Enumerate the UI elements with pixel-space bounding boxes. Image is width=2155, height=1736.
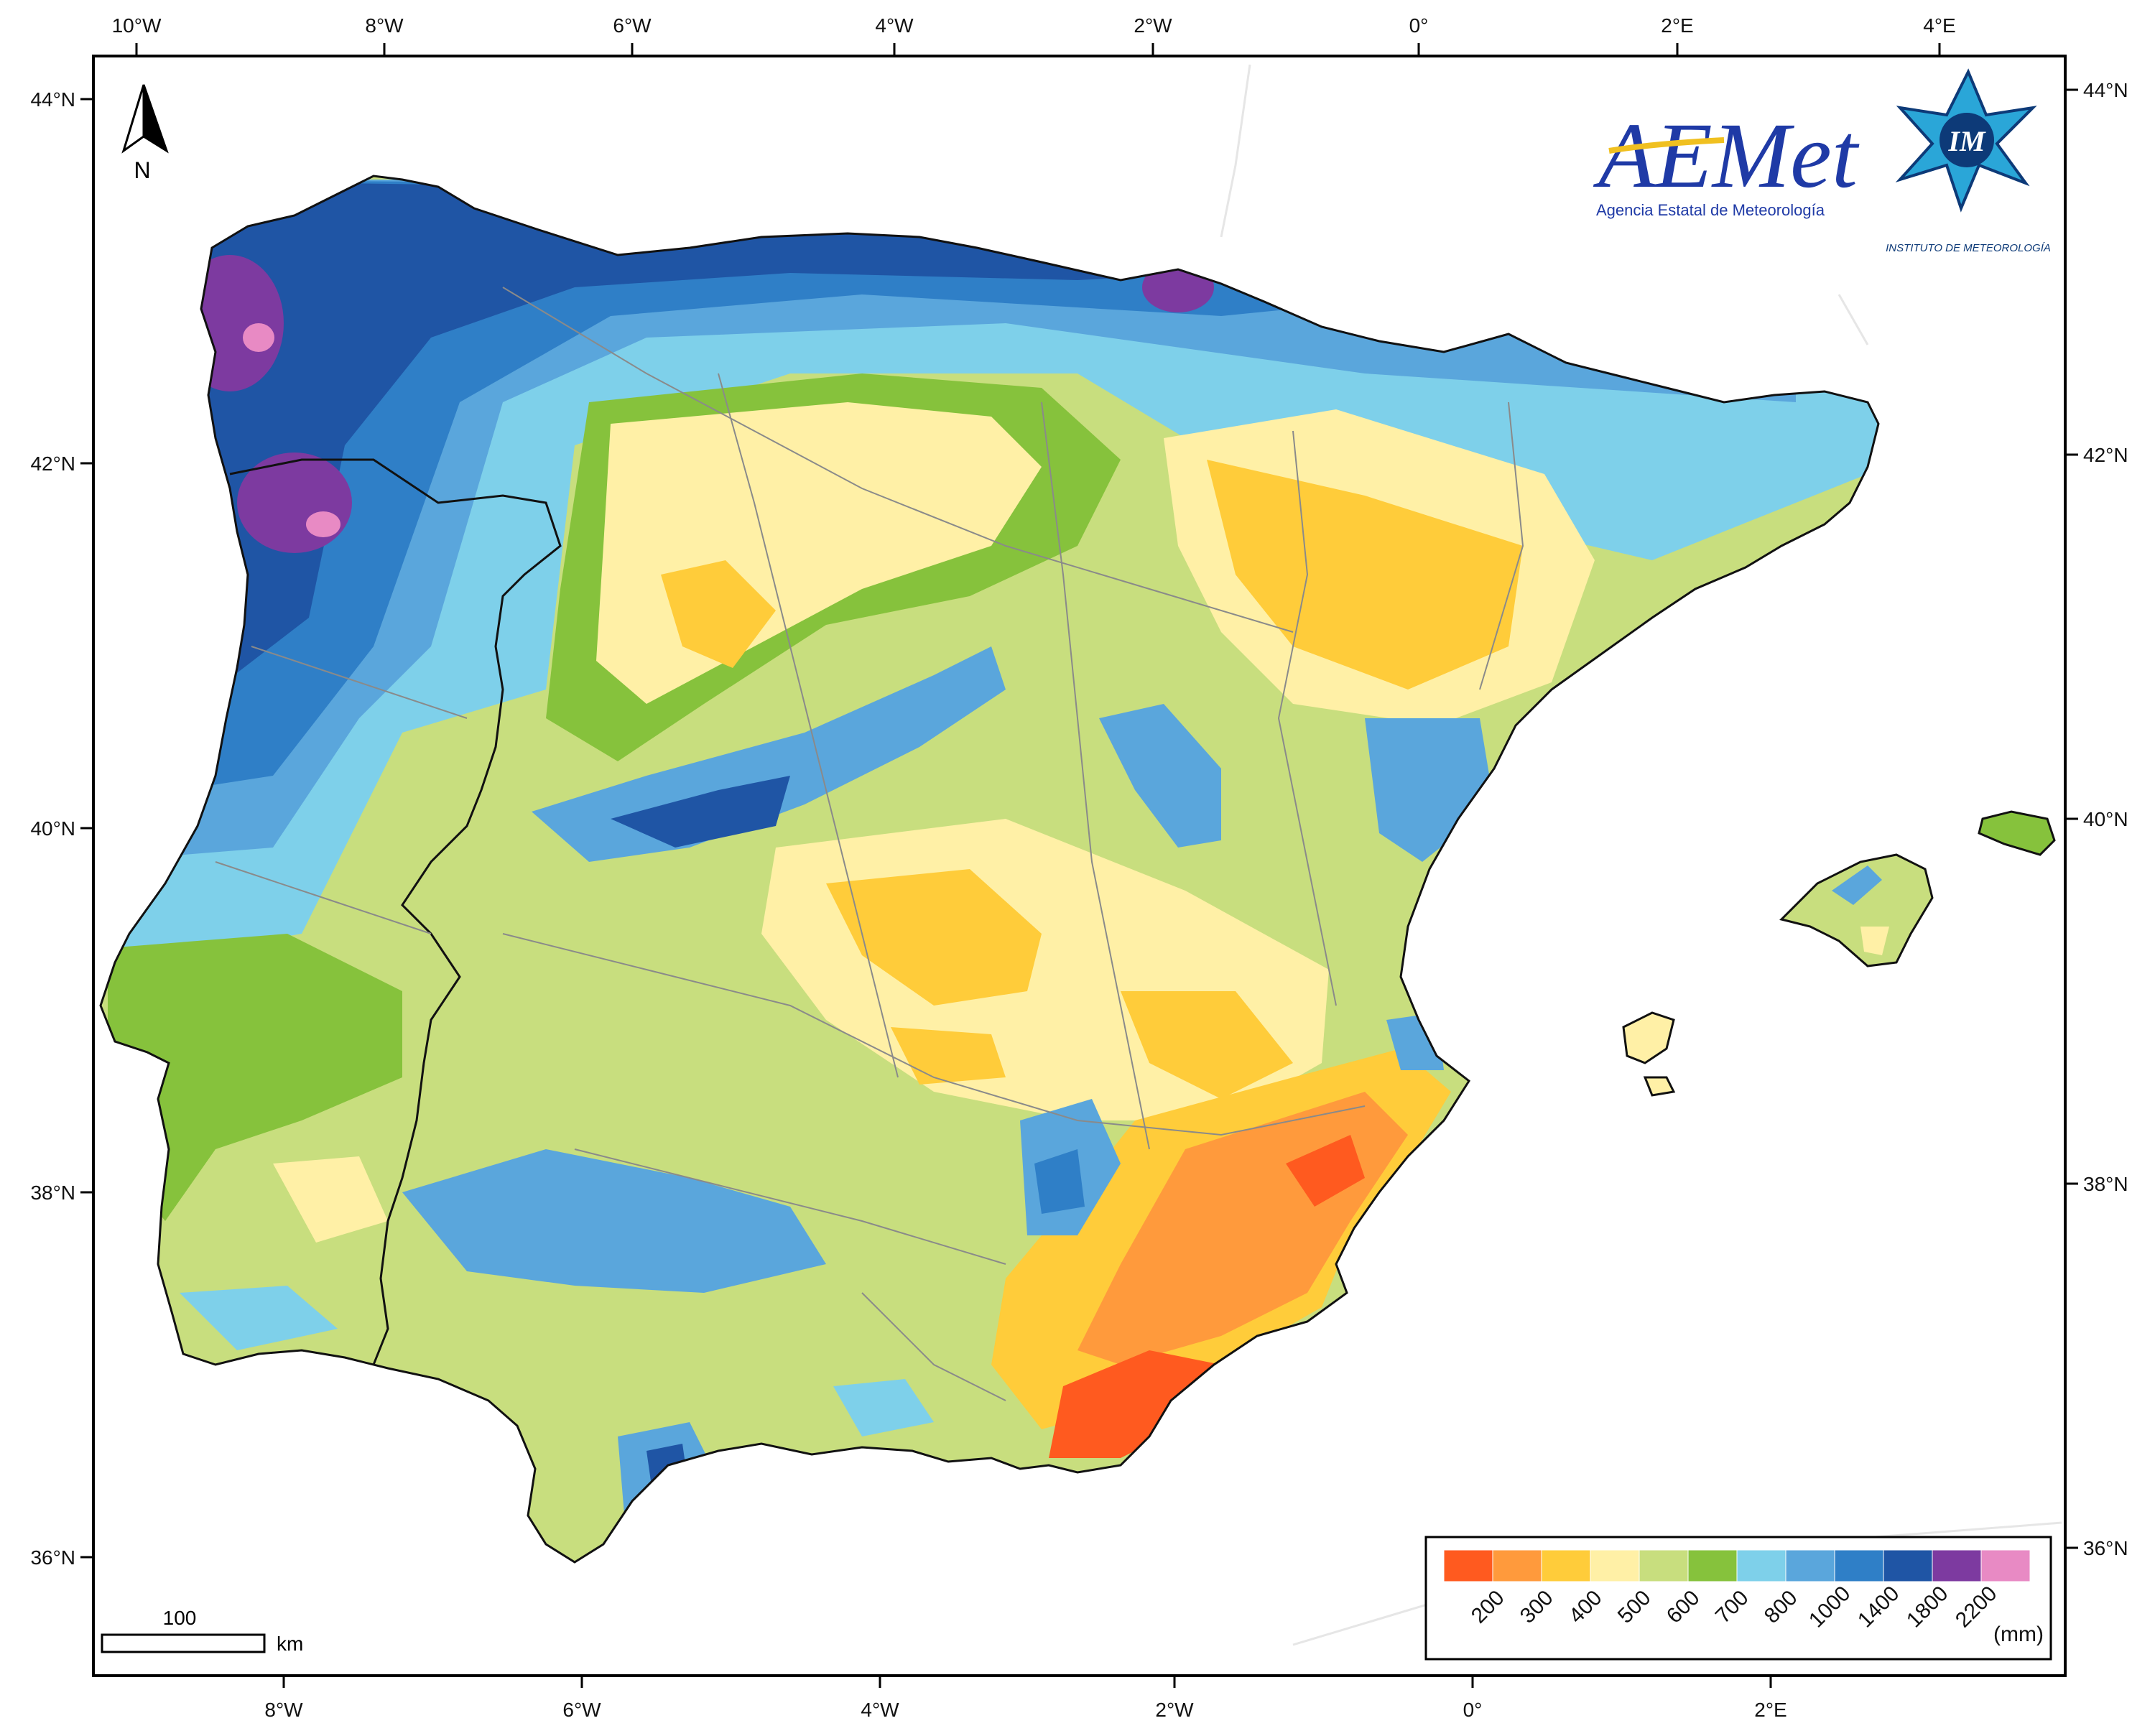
- legend-swatch: [1932, 1549, 1982, 1582]
- zone-300-400-mancha-east: [1121, 991, 1293, 1099]
- north-arrow: N: [121, 84, 169, 183]
- right-tick-label: 40°N: [2083, 808, 2128, 830]
- zone-below-200-murcia: [1286, 1135, 1365, 1207]
- formentera: [1643, 1076, 1676, 1097]
- left-tick-label: 42°N: [30, 452, 75, 475]
- legend-unit: (mm): [1993, 1623, 2044, 1646]
- top-tick-label: 8°W: [365, 14, 404, 37]
- legend-swatches: [1443, 1549, 2031, 1582]
- zone-800-1000-iberian: [1099, 704, 1221, 848]
- menorca: [1978, 810, 2056, 856]
- aemet-logo: AEMet Agencia Estatal de Meteorología: [1593, 104, 1860, 219]
- zone-1000-1400: [101, 180, 1508, 790]
- legend-swatch: [1639, 1549, 1689, 1582]
- scale-bar-rect: [101, 1633, 266, 1653]
- top-axis: 10°W 8°W 6°W 4°W 2°W 0° 2°E 4°E: [112, 14, 1956, 37]
- im-mark: IM: [1947, 125, 1986, 157]
- right-tick-label: 36°N: [2083, 1537, 2128, 1559]
- bottom-tick-label: 2°W: [1155, 1699, 1194, 1721]
- balearic-islands: [1622, 810, 2056, 1097]
- zone-1000-1400-cazorla: [1034, 1149, 1085, 1214]
- im-logo: IM INSTITUTO DE METEOROLOGÍA: [1886, 68, 2051, 254]
- axis-ticks: [80, 43, 2078, 1688]
- ibiza: [1622, 1011, 1675, 1064]
- im-center-icon: [1940, 113, 1994, 167]
- top-tick-label: 6°W: [613, 14, 652, 37]
- top-tick-label: 4°E: [1923, 14, 1955, 37]
- zone-300-400-mancha-west: [826, 869, 1042, 1006]
- zone-700-800-nevada: [833, 1379, 934, 1436]
- scale-bar-unit: km: [277, 1633, 303, 1655]
- zone-300-400-ebro: [1207, 460, 1523, 690]
- scale-bar: 100 km: [101, 1607, 303, 1655]
- left-tick-label: 44°N: [30, 88, 75, 111]
- coastline: [99, 175, 1880, 1564]
- zone-300-400-duero: [661, 560, 776, 668]
- bottom-tick-label: 4°W: [861, 1699, 899, 1721]
- top-tick-label: 0°: [1409, 14, 1429, 37]
- zone-1400-1800-central: [611, 776, 790, 848]
- top-tick-label: 2°W: [1134, 14, 1172, 37]
- left-axis: 44°N 42°N 40°N 38°N 36°N: [30, 88, 75, 1569]
- left-tick-label: 40°N: [30, 817, 75, 840]
- aemet-subtitle: Agencia Estatal de Meteorología: [1596, 201, 1825, 219]
- legend-swatch: [1590, 1549, 1640, 1582]
- zone-800-1000-central: [532, 646, 1006, 862]
- north-arrow-label: N: [134, 157, 150, 183]
- bottom-tick-label: 0°: [1463, 1699, 1483, 1721]
- legend-swatch: [1541, 1549, 1591, 1582]
- legend-swatch: [1785, 1549, 1835, 1582]
- legend-swatch: [1883, 1549, 1933, 1582]
- legend-swatch: [1834, 1549, 1884, 1582]
- top-tick-label: 4°W: [875, 14, 914, 37]
- mallorca-south: [1860, 927, 1889, 955]
- legend-swatch: [1492, 1549, 1542, 1582]
- zone-600-700-portugal: [108, 934, 402, 1221]
- zone-2200-minho: [306, 511, 340, 537]
- regional-boundaries: [215, 287, 1524, 1401]
- im-caption: INSTITUTO DE METEOROLOGÍA: [1886, 242, 2051, 254]
- zone-1400-1800: [101, 180, 1365, 690]
- legend-swatch: [1736, 1549, 1786, 1582]
- mallorca-tramuntana: [1832, 865, 1882, 905]
- north-arrow-shade-icon: [142, 84, 169, 154]
- right-tick-label: 44°N: [2083, 79, 2128, 101]
- right-tick-label: 38°N: [2083, 1173, 2128, 1195]
- bottom-tick-label: 6°W: [562, 1699, 601, 1721]
- zone-700-800-algarve: [180, 1286, 338, 1350]
- aemet-swoosh-icon: [1608, 137, 1725, 154]
- mallorca: [1779, 853, 1934, 967]
- legend-swatch: [1687, 1549, 1738, 1582]
- bottom-axis: 8°W 6°W 4°W 2°W 0° 2°E: [264, 1699, 1786, 1721]
- zone-below-200-almeria: [1049, 1350, 1221, 1458]
- left-tick-label: 36°N: [30, 1546, 75, 1569]
- bottom-tick-label: 2°E: [1754, 1699, 1786, 1721]
- top-tick-label: 2°E: [1661, 14, 1693, 37]
- zone-2200-galicia: [243, 323, 274, 352]
- aemet-wordmark: AEMet: [1593, 104, 1860, 208]
- left-tick-label: 38°N: [30, 1182, 75, 1204]
- scale-bar-value: 100: [163, 1607, 197, 1629]
- zone-1800-2200-minho: [237, 452, 352, 553]
- legend-swatch: [1980, 1549, 2031, 1582]
- right-axis: 44°N 42°N 40°N 38°N 36°N: [2083, 79, 2128, 1559]
- portugal-spain-border: [229, 458, 562, 1365]
- right-tick-label: 42°N: [2083, 444, 2128, 466]
- top-tick-label: 10°W: [112, 14, 162, 37]
- bottom-tick-label: 8°W: [264, 1699, 303, 1721]
- legend-swatch: [1443, 1549, 1493, 1582]
- zone-400-500-alentejo: [273, 1156, 388, 1243]
- zone-800-1000-morena: [402, 1149, 826, 1293]
